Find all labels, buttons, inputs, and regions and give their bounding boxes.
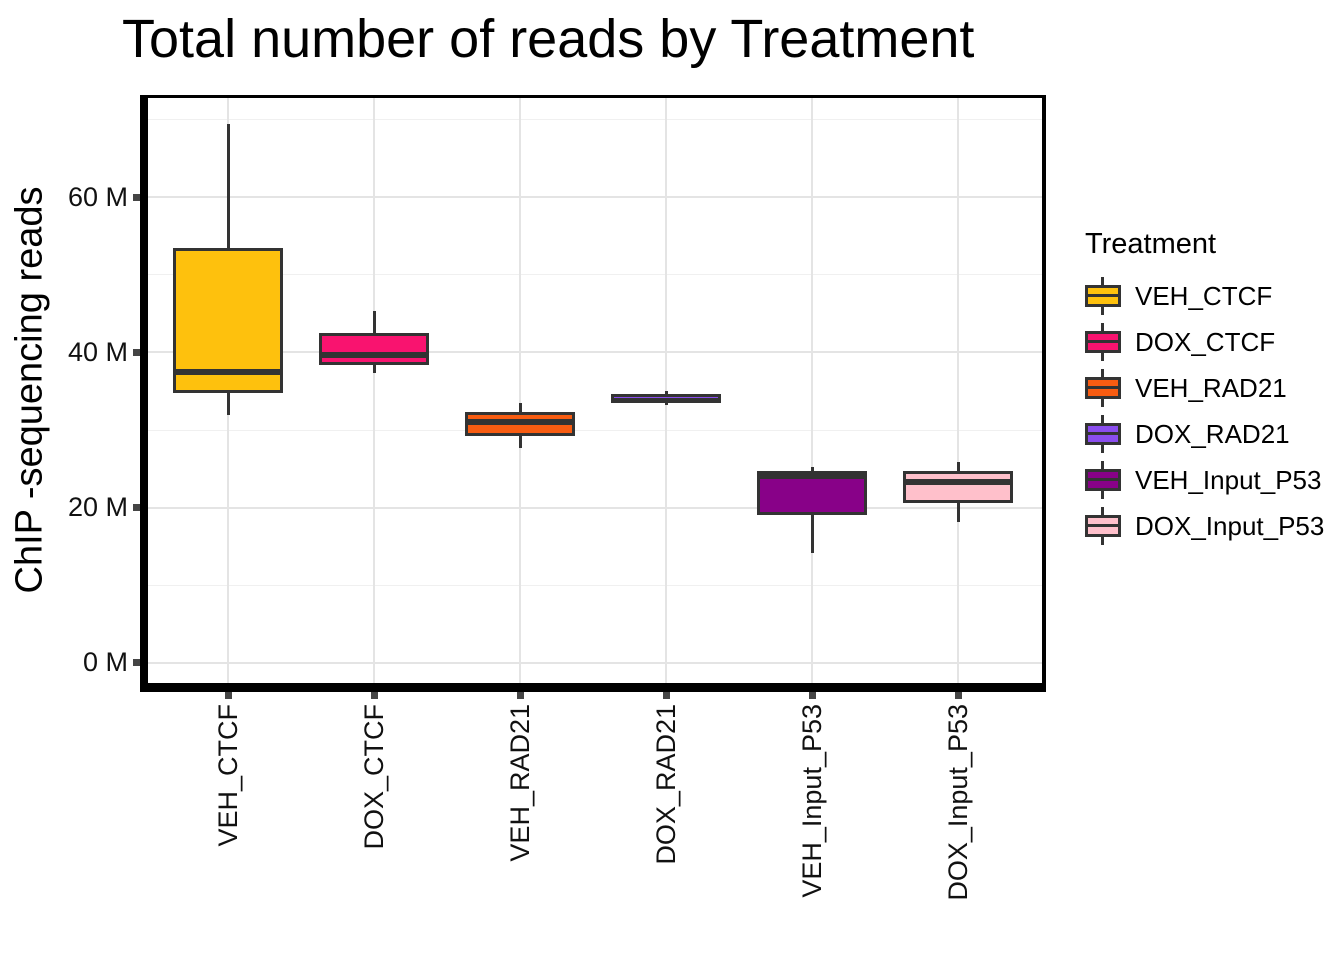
legend-item-label: DOX_RAD21 bbox=[1135, 418, 1290, 449]
legend-key-boxplot-icon bbox=[1085, 369, 1121, 407]
boxplot-box bbox=[173, 247, 283, 393]
legend-item: VEH_Input_P53 bbox=[1085, 461, 1335, 499]
gridline-major bbox=[148, 351, 1042, 354]
x-tick-label: VEH_Input_P53 bbox=[797, 704, 827, 898]
plot-panel bbox=[140, 95, 1046, 692]
legend-item: VEH_RAD21 bbox=[1085, 369, 1335, 407]
legend-item-label: DOX_Input_P53 bbox=[1135, 510, 1325, 541]
gridline-minor bbox=[148, 584, 1042, 586]
chart-title: Total number of reads by Treatment bbox=[122, 9, 975, 69]
gridline-major bbox=[148, 196, 1042, 199]
boxplot-median bbox=[465, 419, 575, 426]
legend-items: VEH_CTCF DOX_CTCF VEH_RAD21 DOX_RAD21 VEH_In… bbox=[1085, 277, 1335, 545]
y-axis-title: ChIP -sequencing reads bbox=[8, 186, 51, 594]
legend-key-boxplot-icon bbox=[1085, 323, 1121, 361]
y-tick-label: 60 M bbox=[67, 181, 128, 212]
legend: Treatment VEH_CTCF DOX_CTCF VEH_RAD21 DOX_R… bbox=[1085, 228, 1335, 545]
x-tick-mark bbox=[954, 692, 962, 699]
boxplot-box bbox=[319, 333, 429, 365]
y-tick-mark bbox=[133, 348, 140, 356]
boxplot-median bbox=[903, 479, 1013, 486]
x-tick-mark bbox=[662, 692, 670, 699]
legend-key-median bbox=[1085, 478, 1121, 481]
legend-key-median bbox=[1085, 432, 1121, 435]
gridline-x-major bbox=[811, 98, 813, 683]
y-tick-mark bbox=[133, 659, 140, 667]
gridline-minor bbox=[148, 119, 1042, 121]
boxplot-median bbox=[757, 472, 867, 479]
legend-key-median bbox=[1085, 294, 1121, 297]
legend-key-boxplot-icon bbox=[1085, 461, 1121, 499]
legend-key-median bbox=[1085, 524, 1121, 527]
legend-item: DOX_RAD21 bbox=[1085, 415, 1335, 453]
gridline-major bbox=[148, 661, 1042, 664]
legend-item-label: VEH_Input_P53 bbox=[1135, 464, 1322, 495]
x-tick-label: VEH_RAD21 bbox=[505, 704, 535, 862]
y-tick-label: 20 M bbox=[67, 492, 128, 523]
x-tick-mark bbox=[224, 692, 232, 699]
legend-item-label: VEH_RAD21 bbox=[1135, 372, 1287, 403]
legend-key-boxplot-icon bbox=[1085, 277, 1121, 315]
gridline-minor bbox=[148, 274, 1042, 276]
y-tick-mark bbox=[133, 504, 140, 512]
legend-item: DOX_Input_P53 bbox=[1085, 507, 1335, 545]
y-tick-label: 0 M bbox=[82, 647, 128, 678]
legend-item-label: DOX_CTCF bbox=[1135, 326, 1276, 357]
gridline-x-major bbox=[665, 98, 667, 683]
legend-title: Treatment bbox=[1085, 228, 1217, 260]
boxplot-box bbox=[903, 471, 1013, 503]
boxplot-median bbox=[173, 368, 283, 375]
y-tick-mark bbox=[133, 193, 140, 201]
legend-key-boxplot-icon bbox=[1085, 415, 1121, 453]
legend-key-median bbox=[1085, 340, 1121, 343]
legend-key-median bbox=[1085, 386, 1121, 389]
y-tick-label: 40 M bbox=[67, 336, 128, 367]
boxplot-median bbox=[319, 351, 429, 358]
gridline-major bbox=[148, 506, 1042, 509]
boxplot-median bbox=[611, 397, 721, 401]
gridline-x-major bbox=[519, 98, 521, 683]
gridline-minor bbox=[148, 429, 1042, 431]
x-tick-label: DOX_RAD21 bbox=[651, 704, 681, 865]
x-tick-mark bbox=[370, 692, 378, 699]
gridline-x-major bbox=[957, 98, 959, 683]
legend-item: VEH_CTCF bbox=[1085, 277, 1335, 315]
gridline-x-major bbox=[373, 98, 375, 683]
legend-key-boxplot-icon bbox=[1085, 507, 1121, 545]
x-tick-label: VEH_CTCF bbox=[213, 704, 243, 847]
x-tick-label: DOX_Input_P53 bbox=[943, 704, 973, 901]
legend-item: DOX_CTCF bbox=[1085, 323, 1335, 361]
x-tick-mark bbox=[516, 692, 524, 699]
x-tick-mark bbox=[808, 692, 816, 699]
x-tick-label: DOX_CTCF bbox=[359, 704, 389, 850]
legend-item-label: VEH_CTCF bbox=[1135, 280, 1273, 311]
